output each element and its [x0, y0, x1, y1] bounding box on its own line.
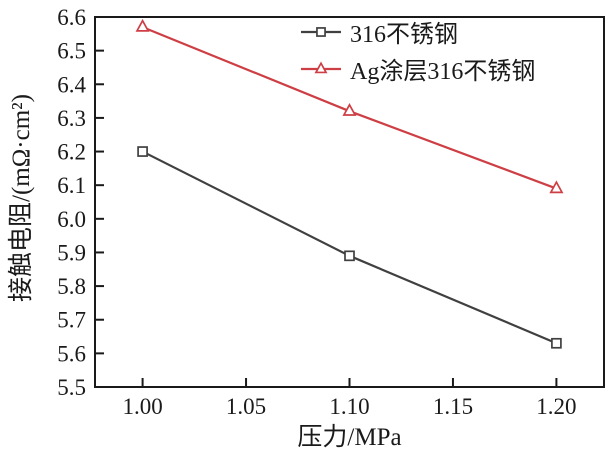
y-tick-label: 5.6 — [57, 341, 86, 366]
x-tick-label: 1.15 — [433, 394, 473, 419]
legend-item-316-stainless: 316不锈钢 — [300, 13, 535, 50]
x-axis-title: 压力/MPa — [297, 424, 402, 451]
x-tick-label: 1.00 — [122, 394, 162, 419]
legend-label: Ag涂层316不锈钢 — [350, 59, 536, 85]
triangle-marker — [314, 60, 328, 73]
legend-item-ag-coated-316: Ag涂层316不锈钢 — [300, 50, 535, 87]
triangle-marker — [549, 180, 564, 194]
y-tick-label: 6.5 — [57, 39, 86, 64]
x-tick-label: 1.20 — [536, 394, 576, 419]
square-marker — [344, 250, 355, 262]
y-tick-label: 6.2 — [57, 140, 86, 165]
square-marker — [551, 337, 562, 349]
series-line-0 — [142, 150, 557, 345]
y-tick-label: 6.3 — [57, 106, 86, 131]
square-marker — [137, 146, 148, 157]
y-tick-label: 5.5 — [57, 375, 86, 400]
y-tick-label: 6.4 — [57, 72, 86, 97]
legend-triangle-marker-icon — [301, 60, 341, 73]
y-tick-label: 5.8 — [57, 274, 86, 299]
y-tick-label: 5.7 — [57, 308, 86, 333]
legend: 316不锈钢 Ag涂层316不锈钢 — [300, 13, 535, 87]
legend-label: 316不锈钢 — [350, 22, 458, 48]
square-marker — [316, 26, 326, 37]
plot-frame — [94, 16, 605, 388]
triangle-marker — [135, 18, 150, 32]
x-tick-label: 1.10 — [329, 394, 369, 419]
x-tick-label: 1.05 — [226, 394, 266, 419]
legend-square-marker-icon — [301, 26, 341, 37]
y-tick-label: 6.0 — [57, 207, 86, 232]
y-tick-label: 6.6 — [57, 5, 86, 30]
y-tick-label: 6.1 — [57, 173, 86, 198]
triangle-marker — [342, 103, 357, 116]
y-axis-title: 接触电阻/(mΩ·cm²) — [8, 94, 35, 302]
y-tick-label: 5.9 — [57, 240, 86, 265]
